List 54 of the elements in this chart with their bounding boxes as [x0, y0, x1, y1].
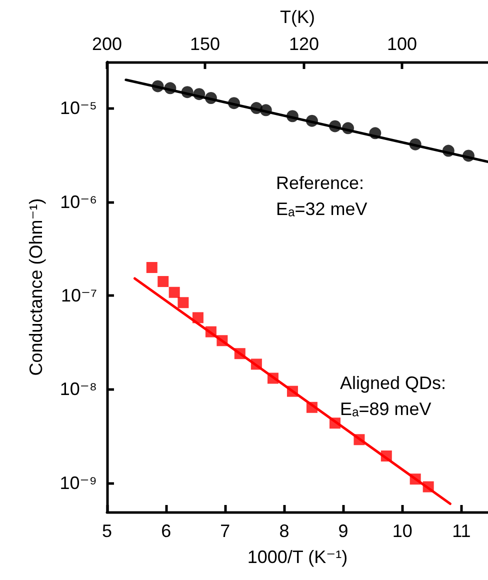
- point: [462, 150, 475, 162]
- point: [260, 104, 272, 116]
- x-tick-label: 6: [161, 521, 172, 541]
- point: [234, 348, 246, 360]
- point: [422, 481, 434, 492]
- text: 200: [92, 34, 122, 54]
- point: [306, 402, 318, 413]
- x-tick-label: 7: [220, 521, 230, 541]
- point: [164, 82, 176, 94]
- point: [410, 474, 421, 485]
- annotation: Aligned QDs: Eₐ=89 meV: [340, 373, 446, 419]
- point: [204, 92, 217, 104]
- point: [442, 144, 454, 157]
- y-tick-label: 10⁻⁸: [60, 379, 97, 400]
- point: [193, 88, 206, 100]
- point: [286, 110, 298, 122]
- point: [250, 358, 262, 370]
- y-tick-label: 10⁻⁶: [60, 192, 97, 212]
- x-tick-label: 8: [279, 521, 290, 541]
- y-axis-title: Conductance (Ohm⁻¹): [26, 198, 46, 376]
- point: [342, 122, 354, 134]
- point: [306, 114, 318, 127]
- point: [267, 372, 278, 384]
- point: [181, 86, 194, 98]
- point: [250, 102, 262, 114]
- x-axis-title: 1000/T (K⁻¹): [247, 547, 348, 567]
- point: [228, 97, 240, 110]
- point: [369, 127, 382, 140]
- point: [152, 80, 164, 92]
- y-tick-label: 10⁻⁹: [60, 472, 97, 493]
- point: [192, 312, 204, 324]
- text: 150: [190, 34, 220, 54]
- point: [216, 335, 228, 346]
- x-tick-label: 10: [392, 521, 412, 541]
- point: [286, 386, 298, 397]
- point: [329, 120, 342, 132]
- point: [409, 138, 422, 150]
- x2-axis-title: T(K): [280, 7, 315, 27]
- x-tick-label: 11: [452, 521, 471, 541]
- point: [380, 450, 392, 462]
- y-tick-label: 10⁻⁵: [60, 98, 97, 118]
- point: [354, 434, 365, 446]
- point: [205, 326, 216, 338]
- point: [158, 276, 169, 288]
- text: 100: [386, 34, 418, 54]
- point: [330, 418, 341, 429]
- x-tick-label: 9: [338, 521, 348, 541]
- point: [178, 297, 189, 308]
- y-tick-label: 10⁻⁷: [60, 286, 97, 306]
- point: [146, 262, 158, 273]
- x-tick-label: 5: [102, 521, 112, 541]
- annotation: Reference: Eₐ=32 meV: [276, 173, 368, 219]
- point: [168, 286, 180, 298]
- text: 120: [288, 34, 320, 54]
